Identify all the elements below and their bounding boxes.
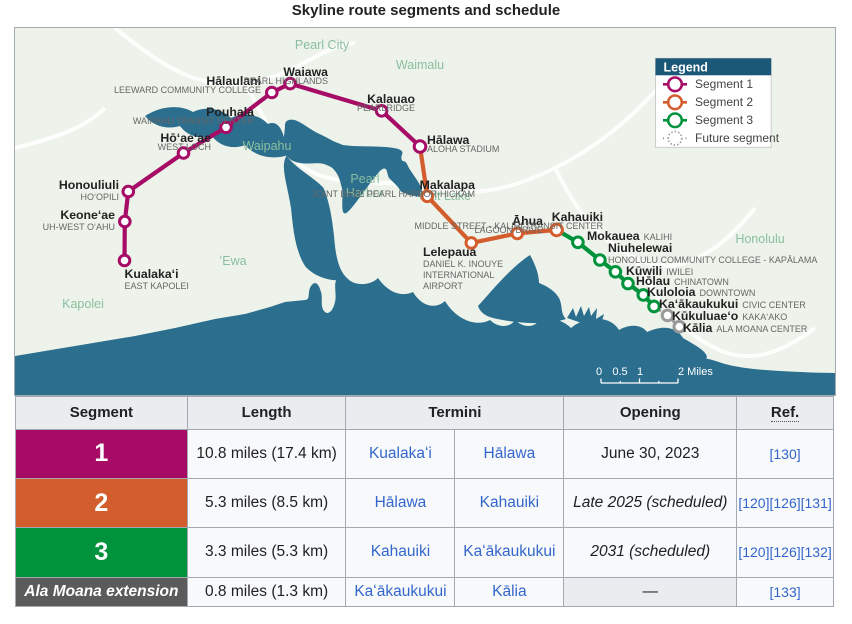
svg-text:Niuhelewai: Niuhelewai bbox=[608, 241, 672, 255]
svg-text:Waipahu: Waipahu bbox=[243, 139, 292, 153]
svg-text:PEARLRIDGE: PEARLRIDGE bbox=[357, 103, 415, 113]
svg-text:WAIPAHU TRANSIT CENTER: WAIPAHU TRANSIT CENTER bbox=[133, 116, 255, 126]
svg-text:Segment 3: Segment 3 bbox=[695, 113, 753, 127]
svg-text:0.5: 0.5 bbox=[612, 366, 627, 378]
svg-text:Legend: Legend bbox=[664, 60, 708, 74]
svg-text:AIRPORT: AIRPORT bbox=[423, 281, 463, 291]
svg-text:EAST KAPOLEI: EAST KAPOLEI bbox=[125, 281, 189, 291]
svg-text:0: 0 bbox=[596, 366, 602, 378]
svg-text:Kapolei: Kapolei bbox=[62, 297, 104, 311]
svg-text:ʻEwa: ʻEwa bbox=[219, 254, 246, 268]
svg-text:PEARL HIGHLANDS: PEARL HIGHLANDS bbox=[244, 76, 328, 86]
svg-text:Honouliuli: Honouliuli bbox=[59, 178, 119, 192]
svg-text:Keoneʻae: Keoneʻae bbox=[60, 208, 115, 222]
svg-text:Segment 1: Segment 1 bbox=[695, 77, 753, 91]
svg-text:Honolulu: Honolulu bbox=[735, 232, 784, 246]
svg-text:JOINT BASE PEARL HARBOR-HICKAM: JOINT BASE PEARL HARBOR-HICKAM bbox=[312, 189, 475, 199]
svg-text:Pearl: Pearl bbox=[350, 172, 379, 186]
svg-text:LEEWARD COMMUNITY COLLEGE: LEEWARD COMMUNITY COLLEGE bbox=[114, 85, 261, 95]
svg-text:Future segment: Future segment bbox=[695, 131, 780, 145]
svg-text:WEST LOCH: WEST LOCH bbox=[158, 142, 211, 152]
svg-text:Segment 2: Segment 2 bbox=[695, 95, 753, 109]
svg-text:Pearl City: Pearl City bbox=[295, 38, 350, 52]
svg-text:Kualakaʻi: Kualakaʻi bbox=[125, 267, 179, 281]
svg-text:DANIEL K. INOUYE: DANIEL K. INOUYE bbox=[423, 259, 503, 269]
svg-text:ALOHA STADIUM: ALOHA STADIUM bbox=[427, 144, 499, 154]
svg-text:UH-WEST OʻAHU: UH-WEST OʻAHU bbox=[43, 222, 115, 232]
svg-text:Waimalu: Waimalu bbox=[396, 58, 444, 72]
svg-text:HOʻOPILI: HOʻOPILI bbox=[80, 192, 119, 202]
svg-text:2 Miles: 2 Miles bbox=[678, 366, 713, 378]
svg-text:Lelepaua: Lelepaua bbox=[423, 245, 476, 259]
svg-text:MIDDLE STREET - KALIHI TRANSIT: MIDDLE STREET - KALIHI TRANSIT CENTER bbox=[414, 221, 603, 231]
svg-text:1: 1 bbox=[637, 366, 643, 378]
svg-text:INTERNATIONAL: INTERNATIONAL bbox=[423, 270, 494, 280]
